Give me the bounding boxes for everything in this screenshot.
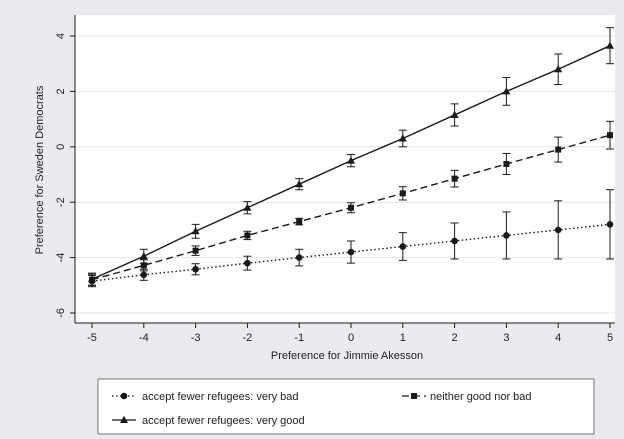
legend-label-neither: neither good nor bad [430,391,532,403]
data-point [451,175,458,182]
data-point [296,218,303,225]
data-point [295,179,304,188]
data-point [606,41,614,49]
plot-area [75,15,615,323]
data-point [606,221,614,228]
y-tick-label: -6 [55,308,67,318]
x-tick-label: -1 [294,332,304,344]
data-point [502,87,511,95]
x-tick-label: 3 [503,332,509,344]
data-point [88,275,96,283]
data-point [191,227,200,235]
data-point [139,252,148,260]
data-point [140,271,148,279]
data-point [192,265,199,273]
x-axis-title: Preference for Jimmie Akesson [271,350,423,362]
data-point [140,262,147,269]
y-axis-title: Preference for Sweden Democrats [34,85,46,254]
data-point [607,132,613,139]
data-point [348,204,354,211]
data-point [347,248,355,256]
data-point [503,232,510,239]
series-0 [88,189,614,288]
data-point [192,247,199,254]
x-tick-label: -2 [243,332,253,344]
legend-marker [411,393,417,399]
series-group [88,27,614,288]
data-point [554,65,563,73]
x-tick-label: 4 [555,332,561,344]
data-point [555,146,562,153]
grid-lines [75,35,615,314]
legend-label-very-good: accept fewer refugees: very good [142,415,305,427]
data-point [243,203,252,211]
legend-markers [112,392,426,423]
legend: accept fewer refugees: very bad neither … [97,378,595,435]
x-tick-label: -5 [87,332,97,344]
data-point [554,226,562,234]
data-point [244,259,251,267]
data-point [503,160,510,167]
series-2 [88,27,614,286]
x-tick-label: 2 [452,332,458,344]
y-tick-label: -2 [55,197,67,207]
x-tick-label: 1 [400,332,406,344]
y-tick-label: 0 [55,144,67,150]
data-point [450,110,459,118]
data-point [399,243,407,250]
legend-label-very-bad: accept fewer refugees: very bad [142,391,299,403]
y-tick-label: 4 [55,33,67,39]
data-point [398,134,407,142]
legend-marker [120,392,128,400]
x-tick-label: 5 [607,332,613,344]
x-tick-label: -3 [191,332,201,344]
axes: -6 -4 -2 0 2 4 -5 -4 -3 -2 -1 0 1 2 3 4 5 [55,15,615,344]
y-tick-label: 2 [55,88,67,94]
data-point [295,254,303,261]
data-point [451,237,458,245]
y-tick-label: -4 [55,253,67,263]
legend-box [97,378,595,435]
data-point [399,190,406,197]
data-point [347,156,355,164]
x-tick-label: -4 [139,332,149,344]
data-point [244,232,251,239]
x-tick-label: 0 [348,332,354,344]
legend-marker [120,415,128,423]
